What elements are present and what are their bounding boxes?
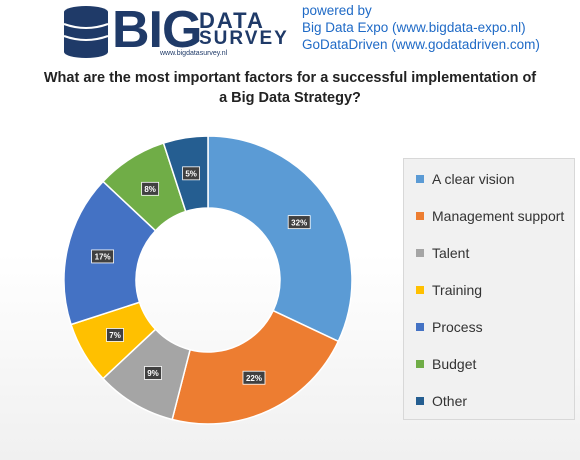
legend-label: Training (432, 282, 483, 298)
data-label-talent: 9% (144, 366, 162, 380)
data-label-a-clear-vision: 32% (287, 215, 311, 230)
legend-item-a-clear-vision: A clear vision (416, 171, 514, 187)
powered-by-label: powered by (302, 3, 372, 18)
donut-slice-management-support (171, 309, 340, 425)
legend-swatch (416, 249, 424, 257)
legend-item-management-support: Management support (416, 208, 564, 224)
svg-text:7%: 7% (109, 331, 121, 340)
legend-item-training: Training (416, 282, 482, 298)
legend-item-process: Process (416, 319, 483, 335)
legend-label: Budget (432, 356, 477, 372)
chart-title: What are the most important factors for … (40, 68, 540, 108)
logo-data-text: DATA (199, 8, 265, 33)
svg-text:9%: 9% (147, 369, 159, 378)
legend-swatch (416, 360, 424, 368)
svg-text:17%: 17% (95, 253, 111, 262)
data-label-other: 5% (182, 166, 201, 181)
legend-item-budget: Budget (416, 356, 476, 372)
legend-item-other: Other (416, 393, 467, 409)
logo-survey-text: SURVEY (199, 28, 289, 49)
powered-by-line-1: Big Data Expo (www.bigdata-expo.nl) (302, 20, 526, 35)
svg-text:8%: 8% (144, 185, 156, 194)
legend-swatch (416, 286, 424, 294)
data-label-budget: 8% (141, 181, 160, 196)
legend-swatch (416, 397, 424, 405)
legend-item-talent: Talent (416, 245, 469, 261)
data-label-training: 7% (106, 328, 124, 342)
legend-label: Management support (432, 208, 565, 224)
legend-label: Talent (432, 245, 470, 261)
svg-text:32%: 32% (291, 218, 307, 227)
svg-text:22%: 22% (246, 374, 262, 383)
powered-by-block: powered by Big Data Expo (www.bigdata-ex… (302, 2, 540, 53)
legend-swatch (416, 323, 424, 331)
legend-label: A clear vision (432, 171, 515, 187)
chart-title-line-2: a Big Data Strategy? (219, 90, 361, 106)
donut-slice-a-clear-vision (207, 135, 353, 343)
powered-by-line-2: GoDataDriven (www.godatadriven.com) (302, 37, 540, 52)
data-label-management-support: 22% (242, 370, 266, 385)
legend-label: Process (432, 319, 483, 335)
database-icon (63, 6, 109, 58)
data-label-process: 17% (91, 249, 115, 264)
legend-label: Other (432, 393, 468, 409)
logo-big-text: BIG (112, 1, 202, 59)
svg-text:5%: 5% (185, 170, 197, 179)
bigdatasurvey-logo: BIG DATA SURVEY www.bigdatasurvey.nl (62, 1, 287, 62)
legend-swatch (416, 175, 424, 183)
chart-title-line-1: What are the most important factors for … (43, 70, 537, 86)
logo-url: www.bigdatasurvey.nl (160, 50, 228, 57)
chart-legend: A clear vision Management support Talent Tr… (403, 158, 575, 420)
legend-swatch (416, 212, 424, 220)
